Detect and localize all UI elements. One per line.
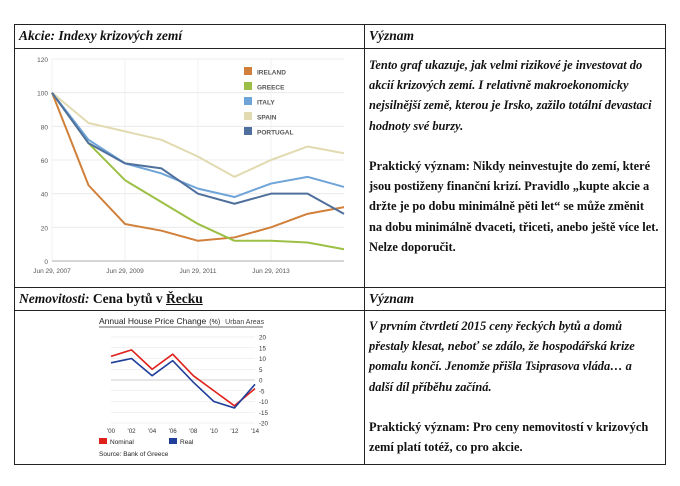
- x-tick-label: '12: [230, 428, 239, 435]
- series-line-nominal: [110, 349, 256, 407]
- legend-label-spain: SPAIN: [257, 115, 277, 122]
- legend-label-nominal: Nominal: [110, 439, 134, 446]
- series-line-italy: [51, 92, 345, 199]
- legend-swatch-real: [169, 438, 177, 444]
- x-tick-label: '14: [251, 428, 260, 435]
- legend-label-portugal: PORTUGAL: [257, 130, 294, 137]
- x-tick-label: Jun 29, 2011: [179, 268, 216, 275]
- table-column-rule: [364, 25, 365, 464]
- series-line-portugal: [51, 92, 345, 215]
- y-tick-label: -5: [259, 388, 265, 395]
- x-tick-label: '00: [107, 428, 116, 435]
- house-chart-unit: (%): [209, 319, 220, 326]
- info-table: Akcie: Indexy krizových zemí Význam 0 20 4…: [14, 24, 666, 465]
- y-tick-label: 40: [41, 192, 49, 199]
- stocks-intro-text: Tento graf ukazuje, jak velmi rizikové j…: [369, 58, 652, 133]
- table-rule: [15, 310, 665, 311]
- legend-label-real: Real: [180, 439, 194, 446]
- legend-label-italy: ITALY: [257, 100, 275, 107]
- x-tick-label: Jun 29, 2009: [106, 268, 144, 275]
- house-chart-title: Annual House Price Change: [99, 316, 207, 326]
- stocks-meaning-header: Význam: [369, 28, 415, 43]
- real-estate-meaning-header: Význam: [369, 291, 415, 306]
- y-tick-label: 120: [37, 57, 48, 64]
- y-tick-label: 20: [41, 225, 49, 232]
- real-estate-intro-text: V prvním čtvrtletí 2015 ceny řeckých byt…: [369, 319, 635, 394]
- table-rule: [15, 48, 665, 49]
- x-tick-label: Jun 29, 2013: [252, 268, 290, 275]
- y-tick-label: -10: [259, 399, 269, 406]
- x-tick-label: '06: [169, 428, 178, 435]
- x-tick-label: '02: [128, 428, 137, 435]
- house-chart-subtitle: Urban Areas: [225, 319, 264, 326]
- y-tick-label: 10: [259, 356, 266, 363]
- y-tick-label: 100: [37, 91, 48, 98]
- series-line-greece: [51, 92, 345, 251]
- table-rule: [15, 287, 665, 288]
- real-estate-cell-header: Nemovitosti: Cena bytů v Řecku: [19, 291, 203, 306]
- stocks-cell-header: Akcie: Indexy krizových zemí: [19, 28, 183, 43]
- svg-text:Annual House Price Change(%)Ur: Annual House Price Change (%) Urban Areas: [99, 316, 265, 326]
- y-tick-label: -20: [259, 421, 269, 428]
- series-line-ireland: [51, 92, 345, 242]
- x-tick-label: '08: [189, 428, 198, 435]
- x-tick-label: '10: [210, 428, 219, 435]
- legend-label-greece: GREECE: [257, 85, 285, 92]
- y-tick-label: 60: [41, 158, 49, 165]
- legend-swatch-nominal: [99, 438, 107, 444]
- y-tick-label: 80: [41, 124, 49, 131]
- legend-label-ireland: IRELAND: [257, 70, 286, 77]
- stock-index-chart: 0 20 40 60 80 100 120 Jun 29, 2007 Jun 29, 2009…: [33, 57, 345, 275]
- legend-swatch-greece: [244, 82, 252, 90]
- y-tick-label: 20: [259, 335, 266, 342]
- legend-swatch-ireland: [244, 67, 252, 75]
- y-tick-label: 0: [259, 378, 263, 385]
- house-price-chart: Annual House Price Change (%) Urban Areas …: [99, 316, 269, 458]
- y-tick-label: 5: [259, 367, 263, 374]
- legend-swatch-portugal: [244, 127, 252, 135]
- x-tick-label: '04: [148, 428, 157, 435]
- y-tick-label: 15: [259, 345, 266, 352]
- y-tick-label: 0: [44, 259, 48, 266]
- real-estate-practical-text: Praktický význam: Pro ceny nemovitostí v…: [369, 420, 649, 455]
- legend-swatch-spain: [244, 112, 252, 120]
- series-line-real: [110, 357, 256, 409]
- x-tick-label: Jun 29, 2007: [33, 268, 71, 275]
- series-line-spain: [51, 91, 345, 178]
- stocks-practical-text: Praktický význam: Nikdy neinvestujte do …: [369, 159, 659, 254]
- y-tick-label: -15: [259, 410, 269, 417]
- legend-swatch-italy: [244, 97, 252, 105]
- house-chart-source: Source: Bank of Greece: [99, 451, 169, 458]
